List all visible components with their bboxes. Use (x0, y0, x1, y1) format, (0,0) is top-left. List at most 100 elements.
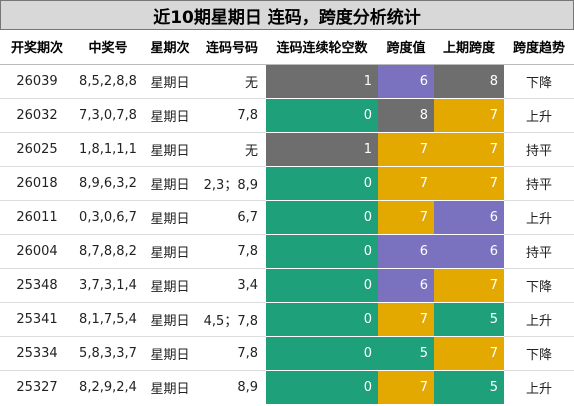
cell-trend: 上升 (504, 199, 574, 234)
table-row: 25334 5,8,3,3,7 星期日 7,8 0 5 7 下降 (0, 335, 574, 370)
table-row: 25341 8,1,7,5,4 星期日 4,5；7,8 0 7 5 上升 (0, 301, 574, 336)
cell-period: 26032 (0, 97, 74, 132)
table-row: 26039 8,5,2,8,8 星期日 无 1 6 8 下降 (0, 64, 574, 98)
cell-consec: 6,7 (198, 199, 266, 234)
col-header-gap: 连码连续轮空数 (276, 41, 368, 57)
cell-numbers: 8,1,7,5,4 (74, 301, 142, 336)
cell-period: 26004 (0, 233, 74, 268)
cell-gap: 0 (266, 98, 378, 132)
header-row: 开奖期次 中奖号 星期次 连码号码 连码连续轮空数 跨度值 上期跨度 跨度趋势 (0, 30, 574, 64)
cell-span: 5 (378, 336, 434, 370)
cell-consec: 无 (244, 75, 258, 91)
cell-consec: 4,5；7,8 (198, 301, 266, 336)
cell-gap: 0 (266, 200, 378, 234)
cell-numbers: 8,9,6,3,2 (74, 165, 142, 200)
cell-consec: 2,3；8,9 (198, 165, 266, 200)
cell-consec: 3,4 (198, 267, 266, 302)
cell-trend: 持平 (504, 233, 574, 268)
cell-weekday: 星期日 (142, 267, 198, 302)
stats-table: 开奖期次 中奖号 星期次 连码号码 连码连续轮空数 跨度值 上期跨度 跨度趋势 … (0, 30, 574, 404)
cell-trend: 下降 (525, 75, 552, 91)
table-row: 26025 1,8,1,1,1 星期日无 1 7 7 持平 (0, 131, 574, 166)
cell-numbers: 8,7,8,8,2 (74, 233, 142, 268)
table-row: 26004 8,7,8,8,2 星期日 7,8 0 6 6 持平 (0, 233, 574, 268)
cell-span: 8 (378, 98, 434, 132)
cell-gap: 0 (266, 166, 378, 200)
cell-numbers: 1,8,1,1,1 (74, 131, 142, 166)
cell-period: 25327 (0, 369, 74, 404)
table-row: 25348 3,7,3,1,4 星期日 3,4 0 6 7 下降 (0, 267, 574, 302)
cell-weekday: 星期日 (142, 199, 198, 234)
cell-prev-span: 6 (434, 234, 504, 268)
cell-trend: 上升 (504, 301, 574, 336)
cell-period: 26025 (0, 131, 74, 166)
cell-span: 7 (378, 166, 434, 200)
cell-prev-span: 6 (434, 200, 504, 234)
cell-gap: 1 (266, 64, 378, 98)
cell-gap: 0 (266, 370, 378, 404)
cell-weekday: 星期日 (142, 233, 198, 268)
cell-trend: 上升 (504, 97, 574, 132)
cell-span: 7 (378, 200, 434, 234)
cell-gap: 0 (266, 234, 378, 268)
cell-consec: 7,8 (198, 233, 266, 268)
cell-span: 6 (378, 234, 434, 268)
cell-span: 6 (378, 64, 434, 98)
cell-prev-span: 7 (434, 268, 504, 302)
cell-span: 6 (378, 268, 434, 302)
cell-weekday: 星期日 (142, 165, 198, 200)
cell-weekday: 星期日 (142, 97, 198, 132)
cell-period: 26011 (0, 199, 74, 234)
cell-prev-span: 5 (434, 370, 504, 404)
cell-trend: 下降 (504, 335, 574, 370)
cell-consec: 7,8 (198, 97, 266, 132)
cell-weekday: 星期日 (150, 75, 190, 91)
col-header-prev-span: 上期跨度 (442, 41, 495, 57)
cell-gap: 0 (266, 268, 378, 302)
col-header-consec: 连码号码 (205, 41, 258, 57)
cell-numbers: 8,2,9,2,4 (74, 369, 142, 404)
cell-prev-span: 7 (434, 166, 504, 200)
cell-period: 25341 (0, 301, 74, 336)
cell-period: 25348 (0, 267, 74, 302)
table-row: 25327 8,2,9,2,4 星期日 8,9 0 7 5 上升 (0, 369, 574, 404)
cell-consec: 8,9 (198, 369, 266, 404)
cell-period: 26039 (16, 73, 58, 89)
cell-numbers: 5,8,3,3,7 (74, 335, 142, 370)
cell-weekday: 星期日 (142, 335, 198, 370)
cell-prev-span: 7 (434, 336, 504, 370)
cell-gap: 1 (266, 132, 378, 166)
col-header-span: 跨度值 (386, 41, 426, 57)
cell-trend: 持平 (504, 131, 574, 166)
cell-weekday: 星期日 (142, 131, 198, 166)
cell-consec: 无 (198, 131, 266, 166)
cell-span: 7 (378, 132, 434, 166)
table-row: 26011 0,3,0,6,7 星期日 6,7 0 7 6 上升 (0, 199, 574, 234)
col-header-trend: 跨度趋势 (512, 41, 565, 57)
cell-prev-span: 8 (434, 64, 504, 98)
cell-gap: 0 (266, 302, 378, 336)
cell-period: 25334 (0, 335, 74, 370)
table-row: 26018 8,9,6,3,2 星期日 2,3；8,9 0 7 7 持平 (0, 165, 574, 200)
col-header-numbers: 中奖号 (88, 41, 128, 57)
cell-weekday: 星期日 (142, 301, 198, 336)
cell-weekday: 星期日 (142, 369, 198, 404)
cell-trend: 下降 (504, 267, 574, 302)
cell-numbers: 0,3,0,6,7 (74, 199, 142, 234)
cell-consec: 7,8 (198, 335, 266, 370)
cell-trend: 上升 (504, 369, 574, 404)
table-body: 26039 8,5,2,8,8 星期日无 1 6 8 下降 26032 7,3,0,7,8 星期日… (0, 64, 574, 404)
cell-span: 7 (378, 370, 434, 404)
cell-prev-span: 7 (434, 98, 504, 132)
cell-span: 7 (378, 302, 434, 336)
cell-numbers: 7,3,0,7,8 (74, 97, 142, 132)
cell-prev-span: 7 (434, 132, 504, 166)
cell-period: 26018 (0, 165, 74, 200)
col-header-period: 开奖期次 (10, 41, 63, 57)
col-header-weekday: 星期次 (150, 41, 190, 57)
table-row: 26032 7,3,0,7,8 星期日 7,8 0 8 7 上升 (0, 97, 574, 132)
cell-gap: 0 (266, 336, 378, 370)
cell-numbers: 8,5,2,8,8 (79, 73, 137, 89)
page-title: 近10期星期日 连码，跨度分析统计 (0, 0, 574, 30)
